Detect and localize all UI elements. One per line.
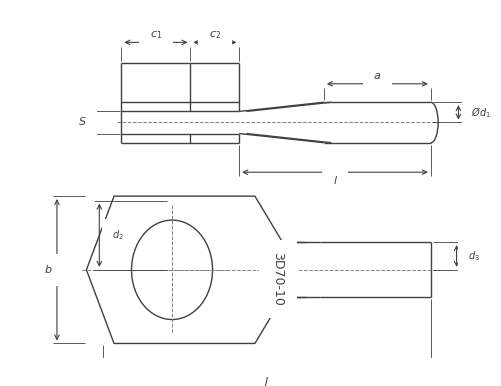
Text: b: b (44, 265, 51, 275)
Text: d$_2$: d$_2$ (112, 229, 124, 242)
Text: a: a (374, 71, 381, 81)
Text: J: J (265, 377, 269, 386)
Text: c$_2$: c$_2$ (209, 29, 221, 41)
Text: S: S (79, 117, 86, 127)
Text: c$_1$: c$_1$ (150, 29, 162, 41)
Text: d$_3$: d$_3$ (467, 249, 479, 263)
Text: 3D70-10: 3D70-10 (272, 252, 285, 306)
Text: l: l (334, 176, 337, 186)
Text: Ød$_1$: Ød$_1$ (471, 105, 491, 120)
